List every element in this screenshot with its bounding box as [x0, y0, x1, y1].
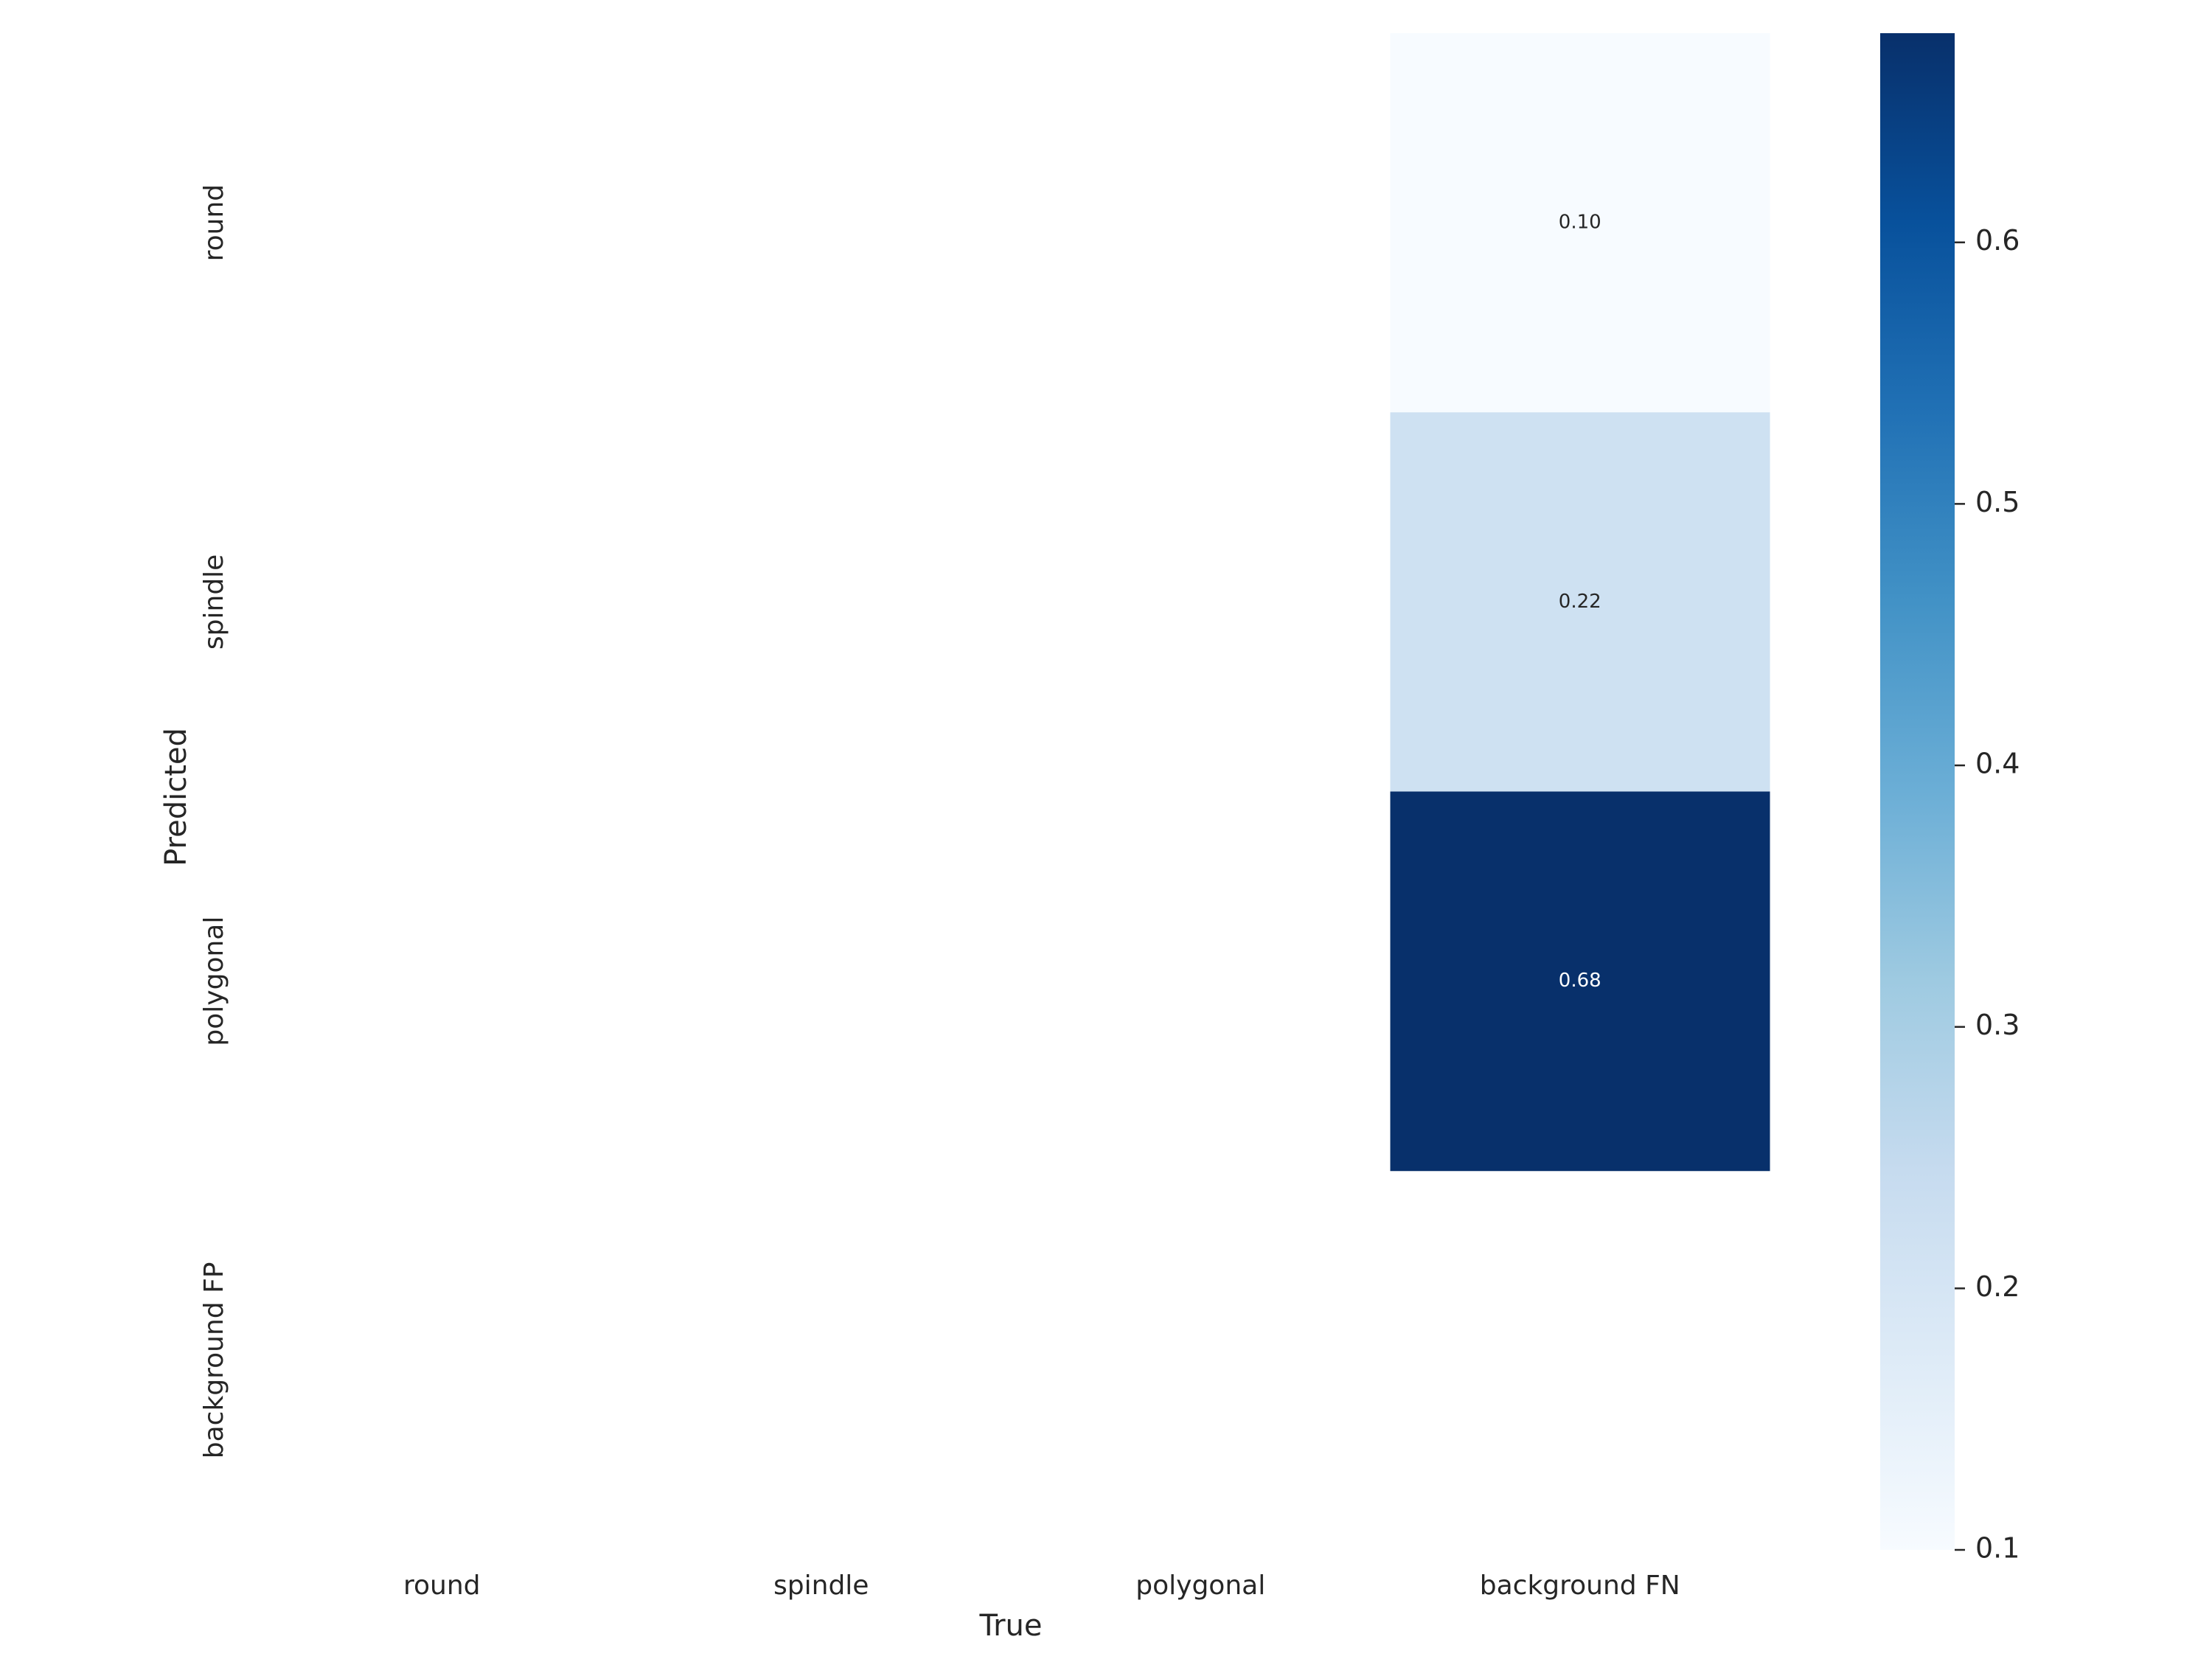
colorbar-tick-label: 0.4 [1975, 748, 2020, 780]
heatmap-cell-1-3 [1390, 412, 1770, 792]
heatmap-cells [1390, 33, 1770, 1172]
y-tick-label: spindle [199, 554, 229, 650]
x-axis-tick-labels: round spindle polygonal background FN [403, 1571, 1680, 1601]
colorbar [1880, 33, 1955, 1550]
colorbar-ticks: 0.1 0.2 0.3 0.4 0.5 0.6 [1955, 224, 2020, 1565]
y-axis-title: Predicted [159, 728, 193, 866]
y-tick-label: round [199, 184, 229, 262]
cell-value-label-2-3: 0.68 [1559, 970, 1601, 992]
colorbar-tick-label: 0.5 [1975, 486, 2020, 518]
heatmap-cell-labels: 0.10 0.22 0.68 [1559, 212, 1601, 992]
colorbar-tick-label: 0.2 [1975, 1270, 2020, 1303]
y-axis-tick-labels: round spindle polygonal background FP [199, 184, 229, 1458]
y-tick-label: background FP [199, 1262, 229, 1458]
colorbar-tick-label: 0.3 [1975, 1009, 2020, 1041]
cell-value-label-1-3: 0.22 [1559, 591, 1601, 613]
x-tick-label: background FN [1480, 1571, 1680, 1601]
cell-value-label-0-3: 0.10 [1559, 212, 1601, 234]
x-axis-title: True [979, 1609, 1043, 1643]
heatmap-cell-0-3 [1390, 33, 1770, 413]
y-tick-label: polygonal [199, 917, 229, 1046]
x-tick-label: polygonal [1135, 1571, 1265, 1601]
x-tick-label: round [403, 1571, 481, 1601]
colorbar-tick-label: 0.1 [1975, 1532, 2020, 1565]
colorbar-tick-label: 0.6 [1975, 224, 2020, 257]
heatmap-cell-2-3 [1390, 791, 1770, 1172]
x-tick-label: spindle [773, 1571, 869, 1601]
